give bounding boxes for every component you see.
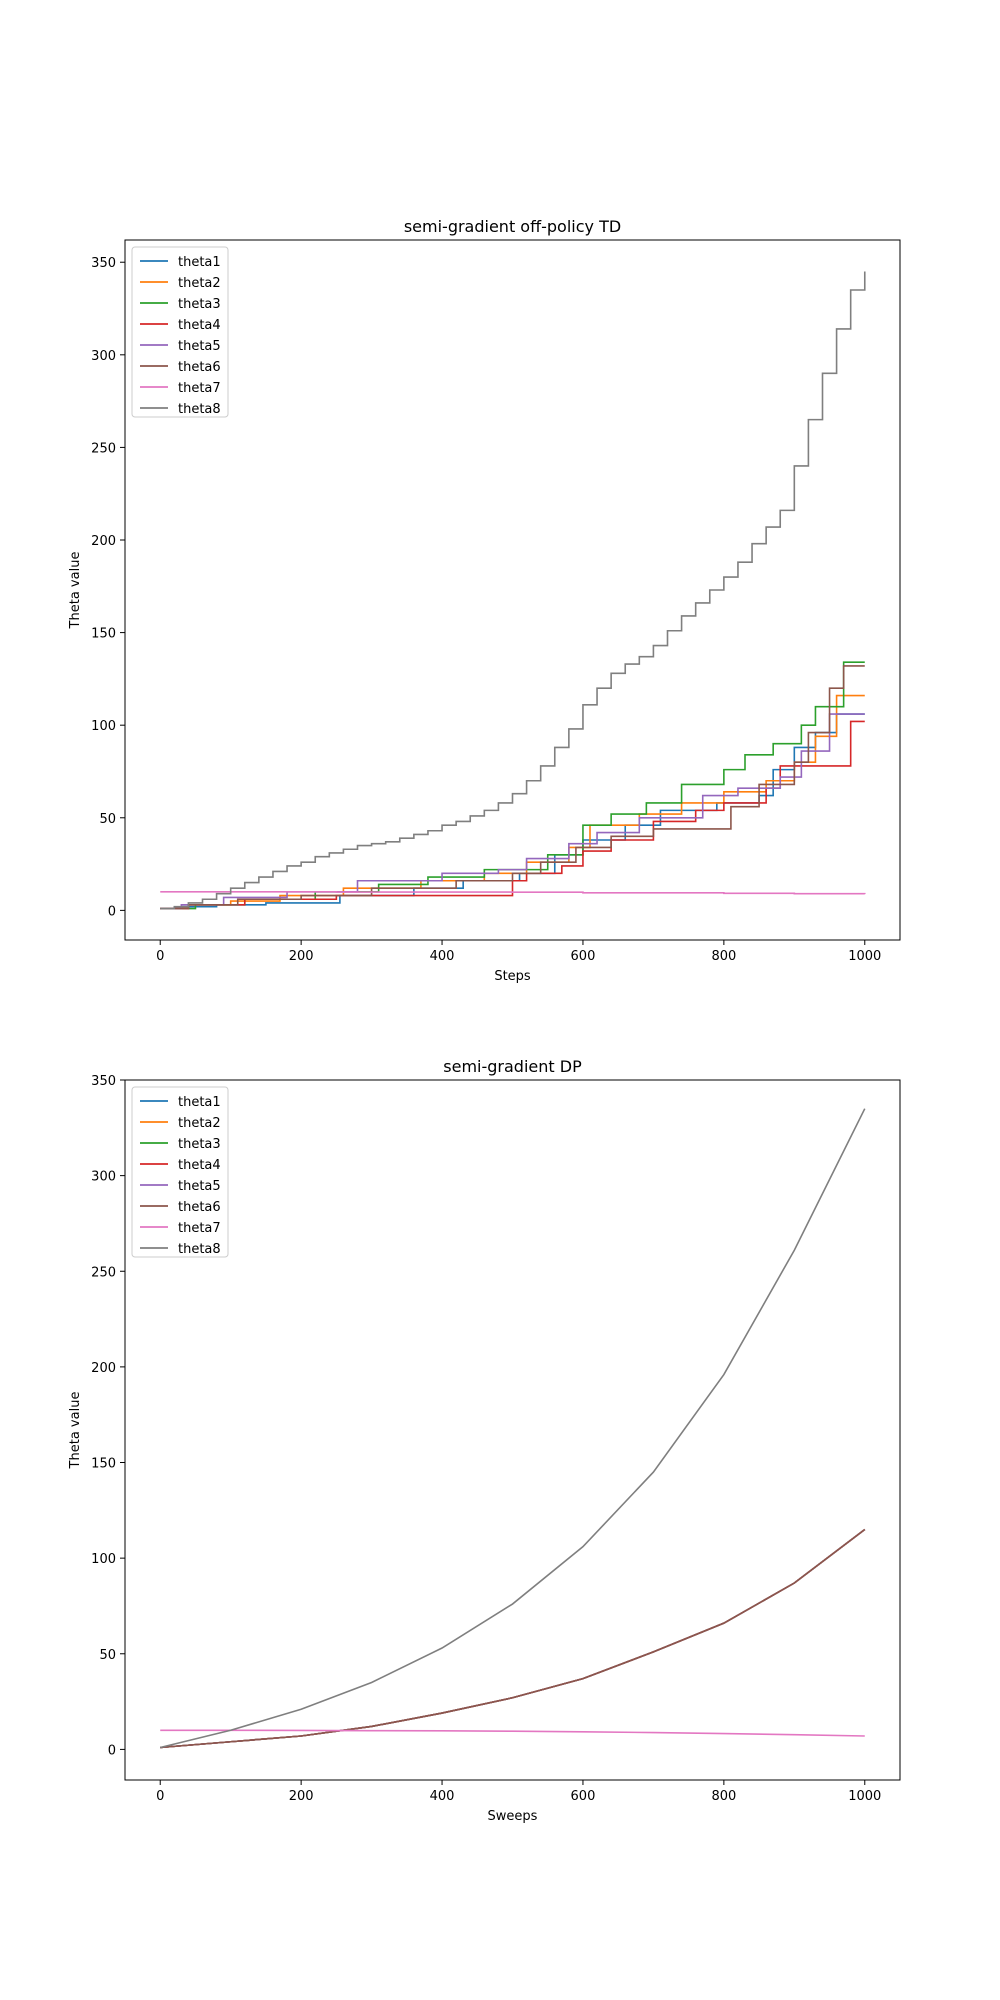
td-title: semi-gradient off-policy TD <box>404 217 621 236</box>
td-series-theta5 <box>160 713 865 910</box>
dp-plot-frame <box>124 1079 901 1781</box>
chart-td: semi-gradient off-policy TD Steps Theta … <box>68 217 901 984</box>
td-ytick-label: 350 <box>91 256 116 271</box>
td-xtick-label: 200 <box>289 949 314 964</box>
td-series-theta3 <box>160 661 865 910</box>
td-y-axis: 0 50 100 150 200 250 300 350 <box>91 256 125 919</box>
td-series-theta7 <box>160 891 866 895</box>
dp-x-axis: 0 200 400 600 800 1000 <box>156 1780 881 1804</box>
td-ytick-label: 300 <box>91 349 116 364</box>
td-legend-box <box>131 246 229 418</box>
dp-ytick-label: 100 <box>91 1552 116 1567</box>
td-xtick-label: 800 <box>711 949 736 964</box>
chart-dp: semi-gradient DP Sweeps Theta value 0 200… <box>68 1057 901 1824</box>
td-legend-label-theta1: theta1 <box>178 255 221 270</box>
td-xtick-label: 0 <box>156 949 164 964</box>
td-series-theta8 <box>160 271 866 910</box>
td-xtick-label: 400 <box>430 949 455 964</box>
dp-xtick-label: 0 <box>156 1789 164 1804</box>
td-legend-label-theta6: theta6 <box>178 360 221 375</box>
dp-legend-label-theta6: theta6 <box>178 1200 221 1215</box>
dp-series-theta6 <box>160 1528 866 1749</box>
dp-ylabel: Theta value <box>68 1392 83 1470</box>
dp-legend-label-theta3: theta3 <box>178 1137 221 1152</box>
td-ytick-label: 200 <box>91 534 116 549</box>
dp-legend: theta1 theta2 theta3 theta4 theta5 theta6 thet… <box>131 1086 229 1258</box>
dp-ytick-label: 250 <box>91 1265 116 1280</box>
dp-legend-label-theta2: theta2 <box>178 1116 221 1131</box>
td-ytick-label: 250 <box>91 441 116 456</box>
dp-series-theta7 <box>160 1729 865 1737</box>
dp-legend-label-theta5: theta5 <box>178 1179 221 1194</box>
td-ytick-label: 100 <box>91 719 116 734</box>
td-legend-label-theta7: theta7 <box>178 381 221 396</box>
dp-title: semi-gradient DP <box>443 1057 582 1076</box>
dp-xtick-label: 1000 <box>848 1789 881 1804</box>
dp-xtick-label: 600 <box>571 1789 596 1804</box>
td-legend-label-theta2: theta2 <box>178 276 221 291</box>
td-xtick-label: 1000 <box>848 949 881 964</box>
td-legend-label-theta8: theta8 <box>178 402 221 417</box>
dp-ytick-label: 150 <box>91 1457 116 1472</box>
td-legend-label-theta3: theta3 <box>178 297 221 312</box>
dp-legend-label-theta4: theta4 <box>178 1158 221 1173</box>
dp-y-axis: 0 50 100 150 200 250 300 350 <box>91 1074 125 1758</box>
td-legend-label-theta5: theta5 <box>178 339 221 354</box>
dp-legend-label-theta8: theta8 <box>178 1242 221 1257</box>
td-xtick-label: 600 <box>571 949 596 964</box>
td-ytick-label: 50 <box>99 812 116 827</box>
dp-legend-box <box>131 1086 229 1258</box>
td-ylabel: Theta value <box>68 552 83 630</box>
dp-ytick-label: 50 <box>99 1648 116 1663</box>
dp-legend-label-theta1: theta1 <box>178 1095 221 1110</box>
dp-series-theta8 <box>160 1108 866 1749</box>
dp-xtick-label: 400 <box>430 1789 455 1804</box>
dp-xtick-label: 800 <box>711 1789 736 1804</box>
dp-ytick-label: 350 <box>91 1074 116 1089</box>
dp-ytick-label: 0 <box>108 1743 116 1758</box>
td-series-theta6 <box>160 665 865 910</box>
dp-ytick-label: 300 <box>91 1170 116 1185</box>
td-legend-label-theta4: theta4 <box>178 318 221 333</box>
td-plot-frame <box>124 239 901 941</box>
td-ytick-label: 150 <box>91 627 116 642</box>
td-legend: theta1 theta2 theta3 theta4 theta5 theta6 thet… <box>131 246 229 418</box>
dp-legend-label-theta7: theta7 <box>178 1221 221 1236</box>
td-ytick-label: 0 <box>108 904 116 919</box>
td-series-lines <box>160 271 866 910</box>
dp-ytick-label: 200 <box>91 1361 116 1376</box>
dp-series-lines <box>160 1108 866 1749</box>
dp-xlabel: Sweeps <box>488 1809 538 1824</box>
td-xlabel: Steps <box>494 969 531 984</box>
dp-xtick-label: 200 <box>289 1789 314 1804</box>
td-x-axis: 0 200 400 600 800 1000 <box>156 940 881 964</box>
